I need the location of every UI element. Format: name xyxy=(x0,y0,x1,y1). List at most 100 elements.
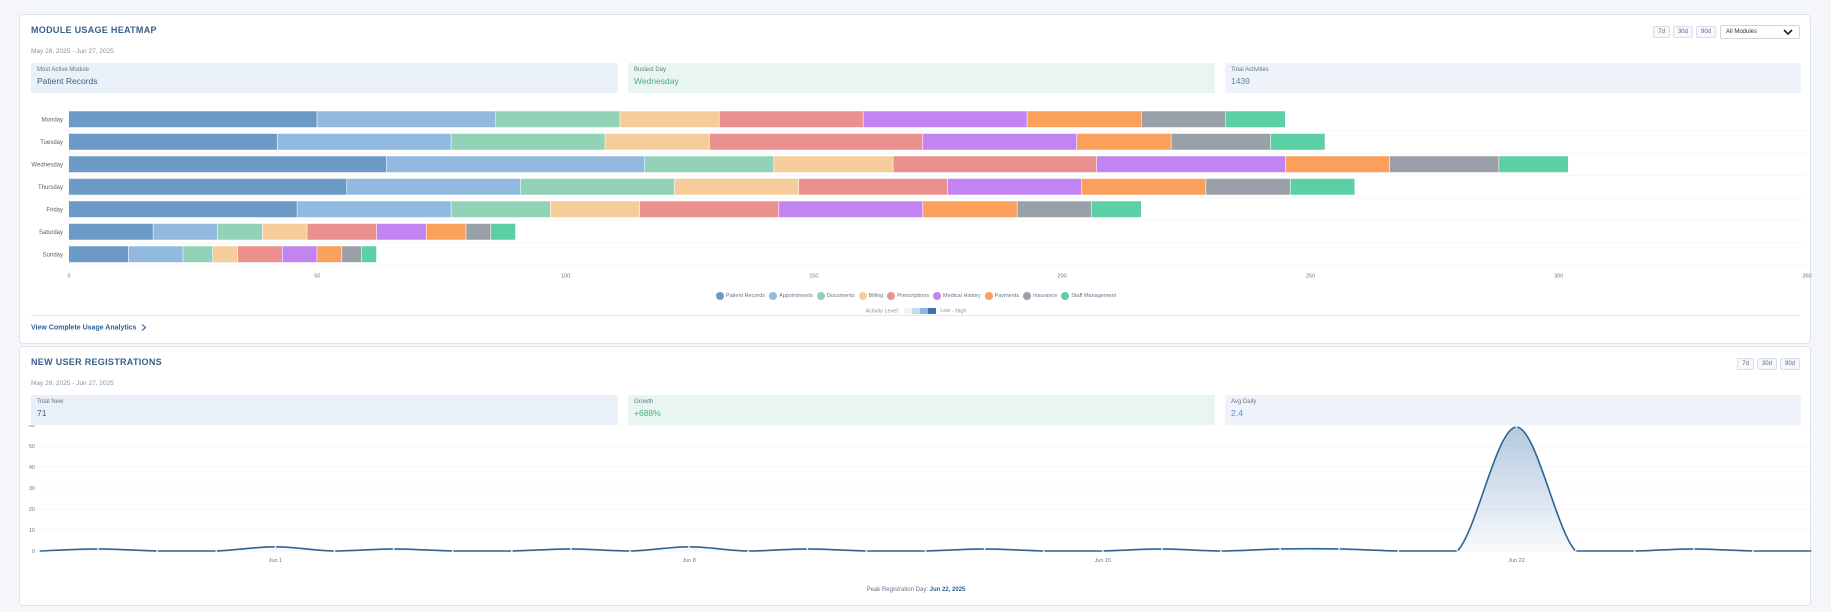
bar-segment xyxy=(645,156,774,173)
bar-segment xyxy=(69,178,347,195)
legend-label: Payments xyxy=(994,293,1020,299)
legend-item[interactable]: Appointments xyxy=(769,292,813,300)
bar-segment xyxy=(1389,156,1499,173)
legend-swatch xyxy=(715,292,724,300)
bar-segment xyxy=(69,133,277,150)
y-tick-label: 60 xyxy=(29,425,35,429)
y-tick-label: Friday xyxy=(46,207,63,213)
data-point xyxy=(1752,550,1754,552)
data-point xyxy=(274,545,277,548)
data-point xyxy=(215,550,218,552)
y-tick-label: 30 xyxy=(29,486,35,492)
activity-level-label: Activity Level: xyxy=(865,308,900,315)
data-point xyxy=(156,550,159,552)
bar-segment xyxy=(69,156,387,173)
bar-segment xyxy=(1141,111,1226,128)
legend-swatch xyxy=(984,292,993,300)
peak-registration: Peak Registration Day: Jun 22, 2025 xyxy=(20,587,1812,593)
bar-segment xyxy=(466,223,491,240)
bar-segment xyxy=(779,201,923,218)
legend-item[interactable]: Billing xyxy=(858,292,883,300)
legend-item[interactable]: Staff Management xyxy=(1061,292,1116,300)
bar-segment xyxy=(1171,133,1271,150)
data-point xyxy=(747,550,750,552)
y-tick-label: Thursday xyxy=(38,185,63,191)
data-point xyxy=(1042,550,1045,552)
chart-legend: Patient Records Appointments Documents Bill… xyxy=(20,292,1812,302)
legend-label: Medical History xyxy=(943,293,981,299)
legend-item[interactable]: Prescriptions xyxy=(887,292,929,300)
legend-label: Documents xyxy=(826,293,855,299)
y-tick-label: Saturday xyxy=(39,230,63,236)
y-tick-label: 50 xyxy=(29,444,35,450)
bar-segment xyxy=(277,133,451,150)
data-point xyxy=(333,550,336,552)
view-usage-analytics-link[interactable]: View Complete Usage Analytics xyxy=(31,324,147,331)
registrations-title: NEW USER REGISTRATIONS xyxy=(31,357,162,367)
bar-segment xyxy=(1027,111,1141,128)
stat-label: Busiest Day xyxy=(634,67,667,73)
legend-label: Appointments xyxy=(779,293,813,299)
range-7d-button[interactable]: 7d xyxy=(1737,358,1754,370)
bar-segment xyxy=(69,223,153,240)
area-fill xyxy=(39,427,1812,551)
data-point xyxy=(688,545,690,548)
x-tick-label: 250 xyxy=(1306,274,1315,280)
y-tick-label: Tuesday xyxy=(40,140,63,146)
bar-segment xyxy=(640,201,779,218)
stat-label: Growth xyxy=(634,399,654,405)
range-90d-button[interactable]: 90d xyxy=(1779,358,1800,370)
activity-swatch xyxy=(911,308,920,314)
series-line xyxy=(38,426,1812,552)
bar-segment xyxy=(69,111,317,128)
legend-item[interactable]: Insurance xyxy=(1023,292,1057,300)
bar-segment xyxy=(69,201,297,218)
legend-label: Patient Records xyxy=(725,293,766,299)
bar-segment xyxy=(361,246,377,263)
activity-sep: - xyxy=(951,308,954,315)
bar-segment xyxy=(491,223,516,240)
data-point xyxy=(1101,550,1104,552)
y-tick-label: Monday xyxy=(42,117,63,123)
bar-segment xyxy=(923,201,1017,218)
stat-label: Avg Daily xyxy=(1231,399,1257,405)
bar-segment xyxy=(1096,156,1285,173)
module-usage-card: MODULE USAGE HEATMAP May 28, 2025 - Jun … xyxy=(19,14,1812,344)
legend-item[interactable]: Payments xyxy=(984,292,1020,300)
bar-segment xyxy=(1091,201,1141,218)
y-tick-label: Sunday xyxy=(43,252,63,258)
bar-segment xyxy=(317,246,342,263)
module-select[interactable]: All Modules xyxy=(1720,25,1800,39)
bar-segment xyxy=(317,111,496,128)
legend-item[interactable]: Medical History xyxy=(933,292,981,300)
legend-item[interactable]: Patient Records xyxy=(715,292,766,300)
data-point xyxy=(1161,548,1163,550)
bar-segment xyxy=(719,111,863,128)
new-user-registrations-card: NEW USER REGISTRATIONS May 28, 2025 - Ju… xyxy=(19,346,1812,606)
legend-item[interactable]: Documents xyxy=(816,292,855,300)
stat-total-activities: Total Activities 1439 xyxy=(1225,63,1801,93)
legend-swatch xyxy=(933,292,942,300)
peak-label: Peak Registration Day: xyxy=(866,587,928,593)
bar-segment xyxy=(1017,201,1092,218)
range-90d-button[interactable]: 90d xyxy=(1695,26,1716,38)
bar-segment xyxy=(520,178,675,195)
legend-swatch xyxy=(1061,292,1070,300)
data-point xyxy=(570,548,572,550)
range-30d-button[interactable]: 30d xyxy=(1756,358,1777,370)
stat-label: Total New xyxy=(37,399,64,405)
data-point xyxy=(865,550,868,552)
activity-swatch xyxy=(927,308,936,314)
bar-segment xyxy=(605,133,709,150)
range-7d-button[interactable]: 7d xyxy=(1653,26,1670,38)
range-30d-button[interactable]: 30d xyxy=(1672,26,1693,38)
legend-swatch xyxy=(816,292,825,300)
legend-swatch xyxy=(858,292,867,300)
data-point xyxy=(1633,550,1636,552)
data-point xyxy=(1692,548,1695,550)
bar-segment xyxy=(262,223,307,240)
bar-segment xyxy=(347,178,521,195)
bar-segment xyxy=(496,111,620,128)
module-select-value: All Modules xyxy=(1726,29,1758,35)
registrations-date-range: May 28, 2025 - Jun 27, 2025 xyxy=(31,380,114,387)
